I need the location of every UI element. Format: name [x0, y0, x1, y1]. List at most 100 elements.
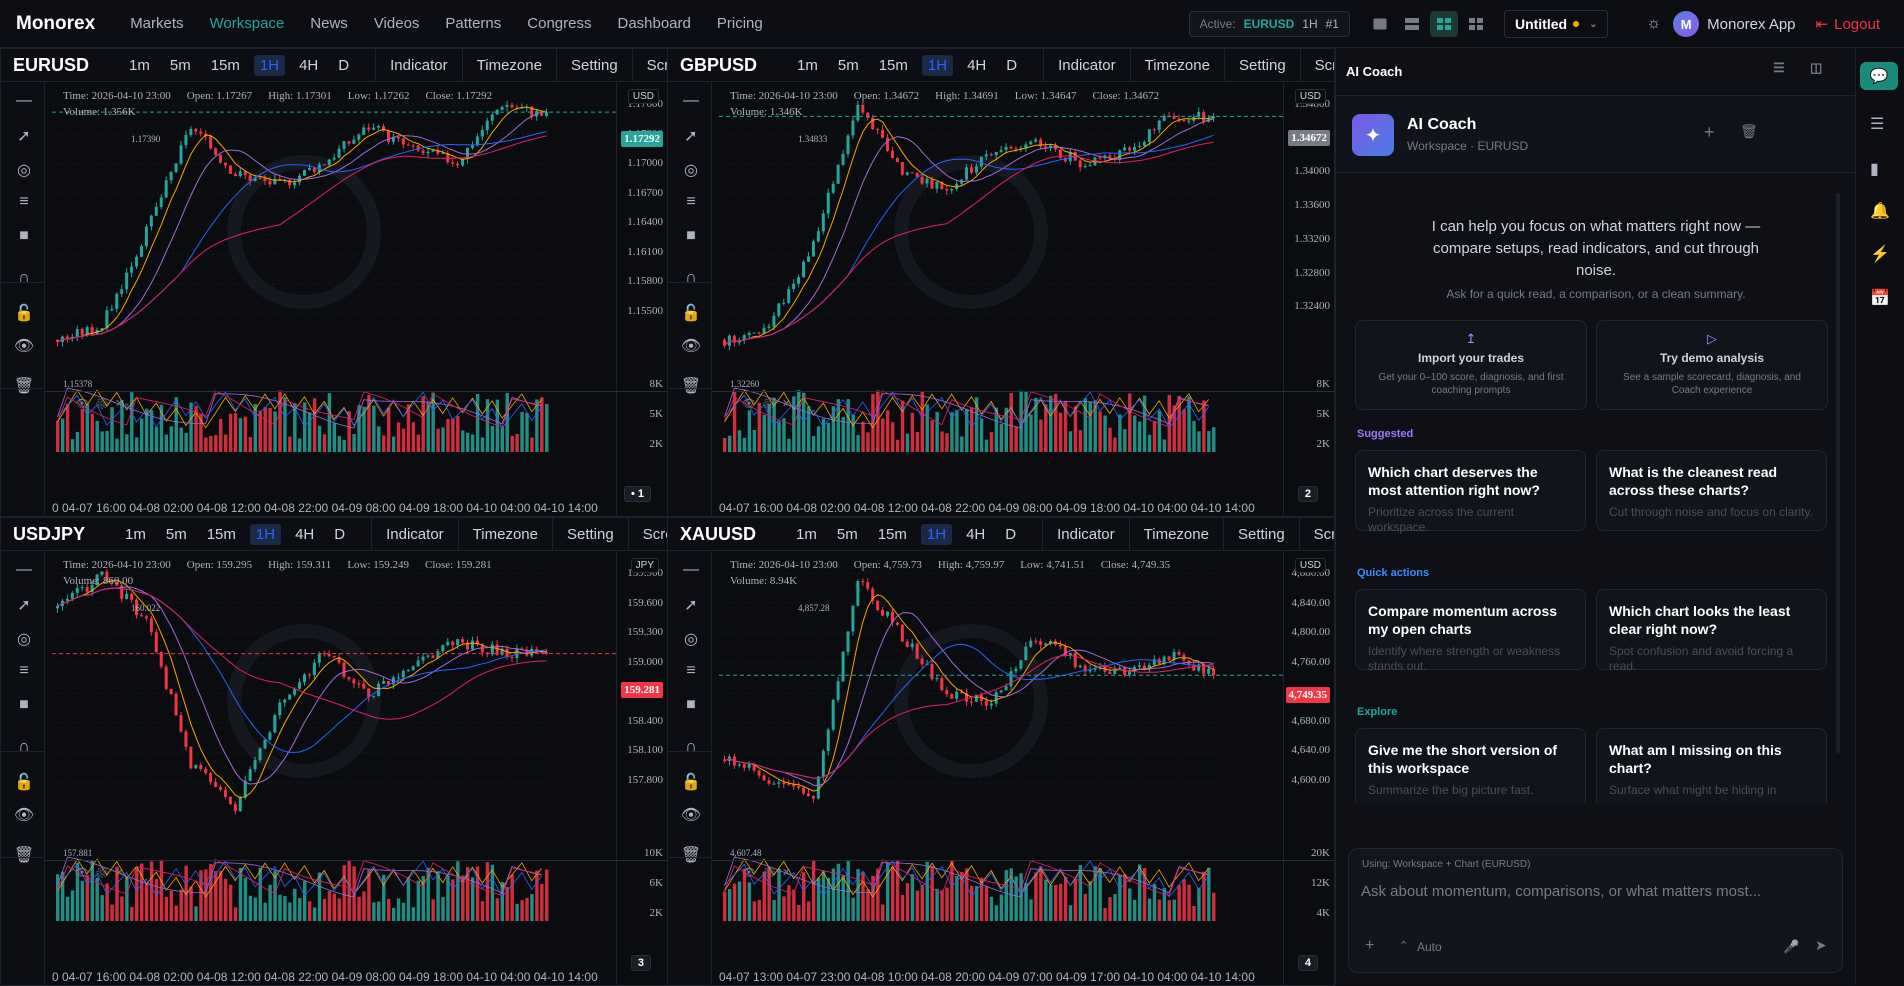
circle-target-icon[interactable]: ◎ [17, 631, 31, 648]
indicator-button[interactable]: Indicator [1043, 49, 1130, 82]
demo-analysis-card[interactable]: ▷ Try demo analysis See a sample scoreca… [1596, 320, 1828, 410]
chat-input-box[interactable]: Using: Workspace + Chart (EURUSD) Ask ab… [1348, 848, 1843, 973]
lock-icon[interactable]: 🔓 [14, 774, 34, 791]
fib-lines-icon[interactable]: ≡ [686, 193, 696, 210]
chart-symbol[interactable]: GBPUSD [680, 54, 758, 75]
lightning-icon[interactable]: ⚡ [1870, 246, 1890, 263]
timeframe-1m[interactable]: 1m [129, 56, 150, 74]
trend-line-icon[interactable]: ➚ [17, 597, 31, 614]
layout-rows-button[interactable] [1398, 11, 1426, 37]
chart-symbol[interactable]: USDJPY [13, 523, 86, 544]
timeframe-d[interactable]: D [338, 56, 350, 74]
list-icon[interactable]: ☰ [1870, 116, 1885, 133]
bell-icon[interactable]: 🔔 [1870, 203, 1890, 220]
pattern-icon[interactable]: ■ [19, 227, 29, 244]
chart-pane-eurusd[interactable]: EURUSD 1m 5m 15m 1H 4H D Indicator Timezone Setti… [0, 48, 668, 517]
layout-single-button[interactable] [1366, 11, 1394, 37]
timezone-button[interactable]: Timezone [1129, 49, 1224, 82]
user-menu[interactable]: M Monorex App [1673, 11, 1796, 37]
prompt-card[interactable]: Compare momentum across my open charts Id… [1355, 589, 1586, 673]
screen-button[interactable]: Screen [627, 518, 667, 551]
nav-item-patterns[interactable]: Patterns [445, 15, 502, 32]
horizontal-line-icon[interactable]: — [683, 92, 699, 109]
pattern-icon[interactable]: ■ [19, 696, 29, 713]
layers-icon[interactable]: ☰ [1773, 60, 1785, 75]
chevron-up-icon[interactable]: ⌃ [1399, 940, 1409, 952]
circle-target-icon[interactable]: ◎ [684, 631, 698, 648]
layout-grid9-button[interactable] [1462, 11, 1490, 37]
eye-icon[interactable]: 👁 [13, 807, 35, 824]
timeframe-4h[interactable]: 4H [967, 56, 987, 74]
magnet-icon[interactable]: ∩ [18, 269, 30, 286]
panel-number-badge[interactable]: 2 [1297, 486, 1318, 502]
circle-target-icon[interactable]: ◎ [684, 162, 698, 179]
timeframe-15m[interactable]: 15m [206, 525, 236, 543]
trash-icon[interactable]: 🗑 [680, 378, 702, 395]
eye-icon[interactable]: 👁 [680, 338, 702, 355]
prompt-card[interactable]: What am I missing on this chart? Surface … [1596, 728, 1827, 803]
screen-button[interactable]: Screen [1298, 518, 1334, 551]
chart-symbol[interactable]: EURUSD [13, 54, 90, 75]
pattern-icon[interactable]: ■ [686, 227, 696, 244]
prompt-card[interactable]: Give me the short version of this worksp… [1355, 728, 1586, 803]
price-chart[interactable] [719, 551, 1283, 986]
brand-logo[interactable]: Monorex [16, 12, 96, 34]
price-axis[interactable]: 1.348001.344001.340001.336001.332001.328… [1283, 82, 1334, 516]
eye-icon[interactable]: 👁 [13, 338, 35, 355]
volume-pane-separator[interactable] [712, 860, 1334, 861]
price-chart[interactable] [719, 82, 1283, 517]
theme-toggle-icon[interactable]: ☼ [1646, 15, 1662, 32]
timeframe-15m[interactable]: 15m [210, 56, 240, 74]
chat-bubble-icon[interactable]: 💬 [1860, 62, 1898, 90]
timeframe-1h[interactable]: 1H [249, 523, 282, 545]
nav-item-pricing[interactable]: Pricing [716, 15, 763, 32]
timeframe-4h[interactable]: 4H [295, 525, 315, 543]
lock-icon[interactable]: 🔓 [14, 305, 34, 322]
timeframe-4h[interactable]: 4H [966, 525, 986, 543]
nav-item-congress[interactable]: Congress [527, 15, 592, 32]
lock-icon[interactable]: 🔓 [681, 305, 701, 322]
price-axis[interactable]: 4,880.004,840.004,800.004,760.004,720.00… [1283, 551, 1334, 985]
nav-item-dashboard[interactable]: Dashboard [617, 15, 691, 32]
workspace-select[interactable]: Untitled ⌄ [1503, 10, 1609, 38]
setting-button[interactable]: Setting [1223, 49, 1300, 82]
active-chart-indicator[interactable]: Active: EURUSD 1H #1 [1188, 11, 1350, 37]
nav-item-workspace[interactable]: Workspace [209, 15, 285, 32]
timezone-button[interactable]: Timezone [457, 518, 552, 551]
timezone-button[interactable]: Timezone [1128, 518, 1223, 551]
prompt-card[interactable]: Which chart deserves the most attention … [1355, 450, 1586, 534]
horizontal-line-icon[interactable]: — [16, 561, 32, 578]
send-icon[interactable]: ➤ [1815, 937, 1827, 953]
screen-button[interactable]: Screen [1299, 49, 1334, 82]
setting-button[interactable]: Setting [1222, 518, 1299, 551]
prompt-card[interactable]: Which chart looks the least clear right … [1596, 589, 1827, 673]
import-trades-card[interactable]: ↥ Import your trades Get your 0–100 scor… [1355, 320, 1587, 410]
trend-line-icon[interactable]: ➚ [17, 128, 31, 145]
timeframe-4h[interactable]: 4H [299, 56, 319, 74]
volume-pane-separator[interactable] [45, 860, 667, 861]
timeframe-d[interactable]: D [1005, 525, 1017, 543]
timeframe-15m[interactable]: 15m [878, 56, 908, 74]
trend-line-icon[interactable]: ➚ [684, 128, 698, 145]
indicator-button[interactable]: Indicator [371, 518, 458, 551]
panel-number-badge[interactable]: 4 [1297, 955, 1318, 971]
trend-line-icon[interactable]: ➚ [684, 597, 698, 614]
pattern-icon[interactable]: ■ [686, 696, 696, 713]
timeframe-d[interactable]: D [334, 525, 346, 543]
logout-button[interactable]: ⇤ Logout [1816, 15, 1880, 34]
timeframe-5m[interactable]: 5m [169, 56, 191, 74]
timeframe-5m[interactable]: 5m [837, 56, 859, 74]
volume-pane-controls[interactable]: 👁⚙✕ [742, 398, 798, 410]
panel-number-badge[interactable]: 3 [630, 955, 651, 971]
timeframe-1h[interactable]: 1H [921, 54, 954, 76]
nav-item-news[interactable]: News [310, 15, 348, 32]
chart-pane-gbpusd[interactable]: GBPUSD 1m 5m 15m 1H 4H D Indicator Timezone Setti… [667, 48, 1335, 517]
magnet-icon[interactable]: ∩ [18, 738, 30, 755]
magnet-icon[interactable]: ∩ [685, 269, 697, 286]
volume-pane-controls[interactable]: 👁⚙✕ [75, 398, 131, 410]
magnet-icon[interactable]: ∩ [685, 738, 697, 755]
nav-item-videos[interactable]: Videos [373, 15, 420, 32]
fib-lines-icon[interactable]: ≡ [19, 193, 29, 210]
chart-symbol[interactable]: XAUUSD [680, 523, 757, 544]
panel-number-badge[interactable]: • 1 [623, 486, 651, 502]
